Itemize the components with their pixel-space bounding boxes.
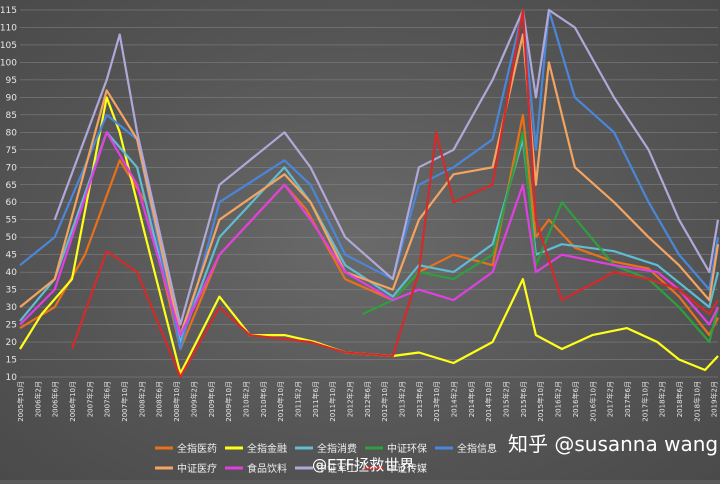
x-tick-label: 2017年2月 bbox=[606, 381, 615, 417]
y-tick-label: 110 bbox=[0, 23, 17, 33]
x-tick-label: 2015年2月 bbox=[502, 381, 511, 417]
y-tick-label: 80 bbox=[6, 128, 18, 138]
watermark: 知乎 @susanna wang @ETF拯救世界 bbox=[312, 432, 718, 474]
watermark-bottom: @ETF拯救世界 bbox=[312, 456, 414, 474]
series-line bbox=[19, 131, 719, 337]
x-tick-label: 2013年10月 bbox=[432, 381, 441, 422]
y-tick-label: 50 bbox=[6, 233, 18, 243]
y-axis: 10 15 20 25 30 35 40 45 50 55 60 65 70 75 80 85 90 95 100 1… bbox=[0, 6, 17, 383]
x-tick-label: 2015年10月 bbox=[536, 381, 545, 422]
x-tick-label: 2007年2月 bbox=[85, 381, 94, 417]
y-tick-label: 30 bbox=[6, 303, 18, 313]
x-tick-label: 2005年10月 bbox=[16, 381, 25, 422]
x-tick-label: 2014年2月 bbox=[450, 381, 459, 417]
y-tick-label: 70 bbox=[6, 163, 18, 173]
x-tick-label: 2011年2月 bbox=[293, 381, 302, 417]
x-tick-label: 2006年6月 bbox=[51, 381, 60, 417]
x-tick-label: 2010年10月 bbox=[276, 381, 285, 422]
x-tick-label: 2008年10月 bbox=[172, 381, 181, 422]
y-tick-label: 100 bbox=[0, 58, 17, 68]
y-tick-label: 75 bbox=[6, 146, 17, 156]
x-tick-label: 2017年6月 bbox=[623, 381, 632, 417]
x-tick-label: 2006年2月 bbox=[33, 381, 42, 417]
x-tick-label: 2012年10月 bbox=[380, 381, 389, 422]
series-lines bbox=[19, 8, 720, 379]
x-tick-label: 2007年10月 bbox=[120, 381, 129, 422]
y-tick-label: 105 bbox=[0, 41, 17, 51]
x-tick-label: 2016年2月 bbox=[554, 381, 563, 417]
x-tick-label: 2010年2月 bbox=[241, 381, 250, 417]
x-tick-label: 2009年6月 bbox=[207, 381, 216, 417]
x-tick-label: 2014年10月 bbox=[484, 381, 493, 422]
y-tick-label: 45 bbox=[6, 251, 17, 261]
x-tick-label: 2008年6月 bbox=[155, 381, 164, 417]
y-tick-label: 20 bbox=[6, 338, 18, 348]
y-tick-label: 60 bbox=[6, 198, 18, 208]
series-line bbox=[70, 8, 719, 379]
x-tick-label: 2010年6月 bbox=[259, 381, 268, 417]
x-tick-label: 2013年2月 bbox=[398, 381, 407, 417]
legend-label: 食品饮料 bbox=[247, 462, 287, 475]
legend-label: 中证医疗 bbox=[177, 462, 217, 475]
x-tick-label: 2012年6月 bbox=[363, 381, 372, 417]
series-line bbox=[19, 8, 720, 351]
x-tick-label: 2009年10月 bbox=[224, 381, 233, 422]
legend-label: 全指金融 bbox=[247, 442, 287, 455]
x-tick-label: 2015年6月 bbox=[519, 381, 528, 417]
y-tick-label: 35 bbox=[6, 286, 17, 296]
y-tick-label: 115 bbox=[0, 6, 17, 16]
x-tick-label: 2013年6月 bbox=[415, 381, 424, 417]
y-tick-label: 85 bbox=[6, 111, 17, 121]
y-tick-label: 90 bbox=[6, 93, 18, 103]
legend-label: 全指信息 bbox=[457, 442, 497, 455]
y-tick-label: 40 bbox=[6, 268, 18, 278]
x-tick-label: 2007年6月 bbox=[103, 381, 112, 417]
legend-label: 全指消费 bbox=[317, 442, 357, 455]
x-axis: 2005年10月 2006年2月 2006年6月 2006年10月 2007年2月 200… bbox=[16, 381, 719, 422]
x-tick-label: 2019年2月 bbox=[710, 381, 719, 417]
legend-label: 中证传媒 bbox=[387, 462, 427, 475]
legend-label: 全指医药 bbox=[177, 442, 217, 455]
x-tick-label: 2008年2月 bbox=[137, 381, 146, 417]
y-tick-label: 10 bbox=[6, 373, 18, 383]
x-tick-label: 2018年10月 bbox=[692, 381, 701, 422]
x-tick-label: 2017年10月 bbox=[640, 381, 649, 422]
y-tick-label: 95 bbox=[6, 76, 17, 86]
x-tick-label: 2018年2月 bbox=[658, 381, 667, 417]
y-tick-label: 15 bbox=[6, 356, 17, 366]
series-line bbox=[19, 96, 719, 375]
x-tick-label: 2011年6月 bbox=[311, 381, 320, 417]
x-tick-label: 2011年10月 bbox=[328, 381, 337, 422]
x-tick-label: 2016年6月 bbox=[571, 381, 580, 417]
series-line bbox=[53, 8, 720, 326]
y-tick-label: 65 bbox=[6, 181, 17, 191]
y-tick-label: 25 bbox=[6, 321, 17, 331]
legend-label: 中证环保 bbox=[387, 442, 427, 455]
x-tick-label: 2006年10月 bbox=[68, 381, 77, 422]
series-line bbox=[19, 33, 720, 337]
x-tick-label: 2018年6月 bbox=[675, 381, 684, 417]
x-tick-label: 2012年2月 bbox=[345, 381, 354, 417]
legend-label: 中证军工 bbox=[317, 462, 357, 475]
x-tick-label: 2014年6月 bbox=[467, 381, 476, 417]
x-tick-label: 2016年10月 bbox=[588, 381, 597, 422]
watermark-top: 知乎 @susanna wang bbox=[508, 432, 718, 456]
y-tick-label: 55 bbox=[6, 216, 17, 226]
x-tick-label: 2009年2月 bbox=[189, 381, 198, 417]
